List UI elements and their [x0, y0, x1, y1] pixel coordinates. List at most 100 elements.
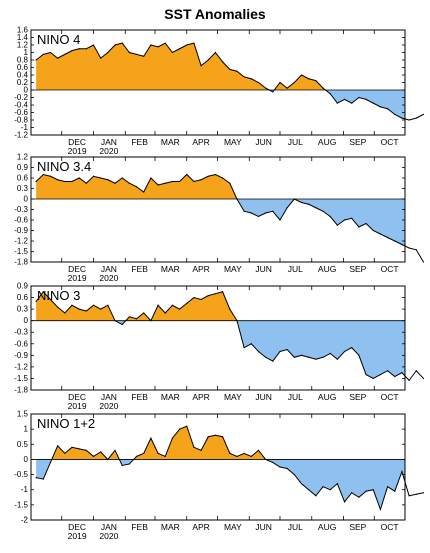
x-tick-label: FEB — [131, 137, 148, 147]
data-point — [207, 295, 209, 297]
x-tick-label: MAY — [224, 522, 242, 532]
data-point — [415, 249, 417, 251]
region-label: NINO 3.4 — [37, 159, 91, 174]
panel-4: 1.5 1 0.5 0 -0.5 -1 -1.5 -2 DEC JAN FEB MAR APR MAY JU… — [14, 410, 425, 541]
x-tick-label: JUN — [255, 392, 272, 402]
data-point — [401, 470, 403, 473]
x-tick-label: AUG — [318, 137, 336, 147]
data-point — [222, 61, 224, 63]
data-point — [343, 98, 346, 100]
negative-anomaly-area — [36, 90, 405, 119]
data-point — [49, 298, 52, 301]
positive-anomaly-area — [36, 43, 405, 90]
data-point — [401, 117, 403, 119]
y-tick-label: -0.2 — [14, 93, 28, 102]
data-point — [351, 347, 353, 349]
data-point — [178, 428, 181, 430]
data-point — [92, 304, 95, 306]
data-point — [157, 452, 159, 454]
data-point — [150, 177, 152, 179]
positive-anomaly-area — [36, 174, 405, 199]
data-point — [308, 78, 310, 80]
y-tick-label: -1.5 — [14, 247, 28, 256]
data-point — [336, 358, 338, 360]
data-point — [315, 207, 317, 209]
x-tick-label: APR — [192, 392, 209, 402]
data-point — [293, 198, 295, 200]
data-point — [135, 455, 138, 457]
data-point — [186, 302, 188, 304]
data-point — [143, 452, 145, 454]
data-point — [422, 261, 425, 263]
x-tick-label: JUL — [288, 522, 303, 532]
data-point — [243, 452, 245, 454]
data-point — [193, 180, 195, 183]
negative-anomaly-area — [36, 459, 405, 510]
data-point — [401, 243, 403, 246]
data-point — [351, 217, 353, 219]
data-point — [121, 177, 123, 179]
y-tick-label: -1.2 — [14, 237, 28, 246]
data-point — [422, 377, 425, 380]
data-point — [293, 81, 295, 84]
data-point — [386, 370, 389, 372]
data-point — [35, 180, 37, 183]
y-tick-label: 1.4 — [17, 33, 29, 42]
data-point — [200, 65, 202, 67]
data-point — [143, 191, 145, 193]
data-point — [250, 78, 252, 80]
data-point — [107, 458, 109, 461]
y-tick-label: -1 — [21, 123, 29, 132]
data-point — [365, 373, 367, 376]
data-point — [157, 46, 159, 48]
data-point — [408, 495, 410, 497]
x-tick-label: JAN — [101, 264, 117, 274]
year-label: 2020 — [99, 401, 118, 411]
panel-1: 1.61.41.210.80.60.40.20-0.2-0.4-0.6-0.8-… — [14, 26, 425, 156]
y-tick-label: -1 — [21, 485, 29, 494]
data-point — [207, 175, 209, 177]
data-point — [178, 180, 181, 183]
data-point — [71, 50, 73, 52]
data-point — [57, 445, 59, 447]
y-tick-label: -1.5 — [14, 500, 28, 509]
data-point — [85, 449, 87, 451]
data-point — [351, 492, 353, 494]
x-tick-label: MAR — [161, 392, 180, 402]
data-point — [236, 320, 238, 322]
data-point — [408, 247, 410, 249]
y-tick-label: 1 — [24, 425, 29, 434]
data-point — [236, 455, 238, 457]
data-point — [92, 455, 95, 457]
data-point — [279, 219, 281, 221]
data-point — [35, 59, 37, 61]
x-tick-label: MAR — [161, 137, 180, 147]
y-tick-label: 0.6 — [17, 174, 29, 183]
y-tick-label: 0.4 — [17, 71, 29, 80]
data-point — [64, 180, 66, 183]
data-point — [150, 320, 152, 322]
data-point — [257, 449, 260, 451]
data-point — [193, 42, 195, 44]
data-point — [394, 490, 396, 492]
data-point — [279, 466, 281, 468]
data-point — [379, 373, 382, 376]
y-tick-label: 1.6 — [17, 26, 29, 35]
data-point — [415, 493, 417, 495]
data-point — [222, 436, 224, 438]
data-point — [265, 356, 267, 358]
positive-anomaly-area — [51, 426, 266, 460]
data-point — [308, 203, 310, 205]
y-tick-label: 0.8 — [17, 56, 29, 65]
negative-anomaly-area — [36, 320, 405, 379]
region-label: NINO 4 — [37, 32, 80, 47]
x-tick-label: OCT — [381, 522, 399, 532]
data-point — [300, 201, 303, 204]
data-point — [157, 304, 159, 306]
y-tick-label: -1.8 — [14, 386, 28, 395]
data-point — [186, 44, 188, 46]
y-tick-label: -0.3 — [14, 328, 28, 337]
y-tick-label: -0.6 — [14, 216, 28, 225]
data-point — [257, 350, 260, 353]
year-label: 2020 — [99, 273, 118, 283]
